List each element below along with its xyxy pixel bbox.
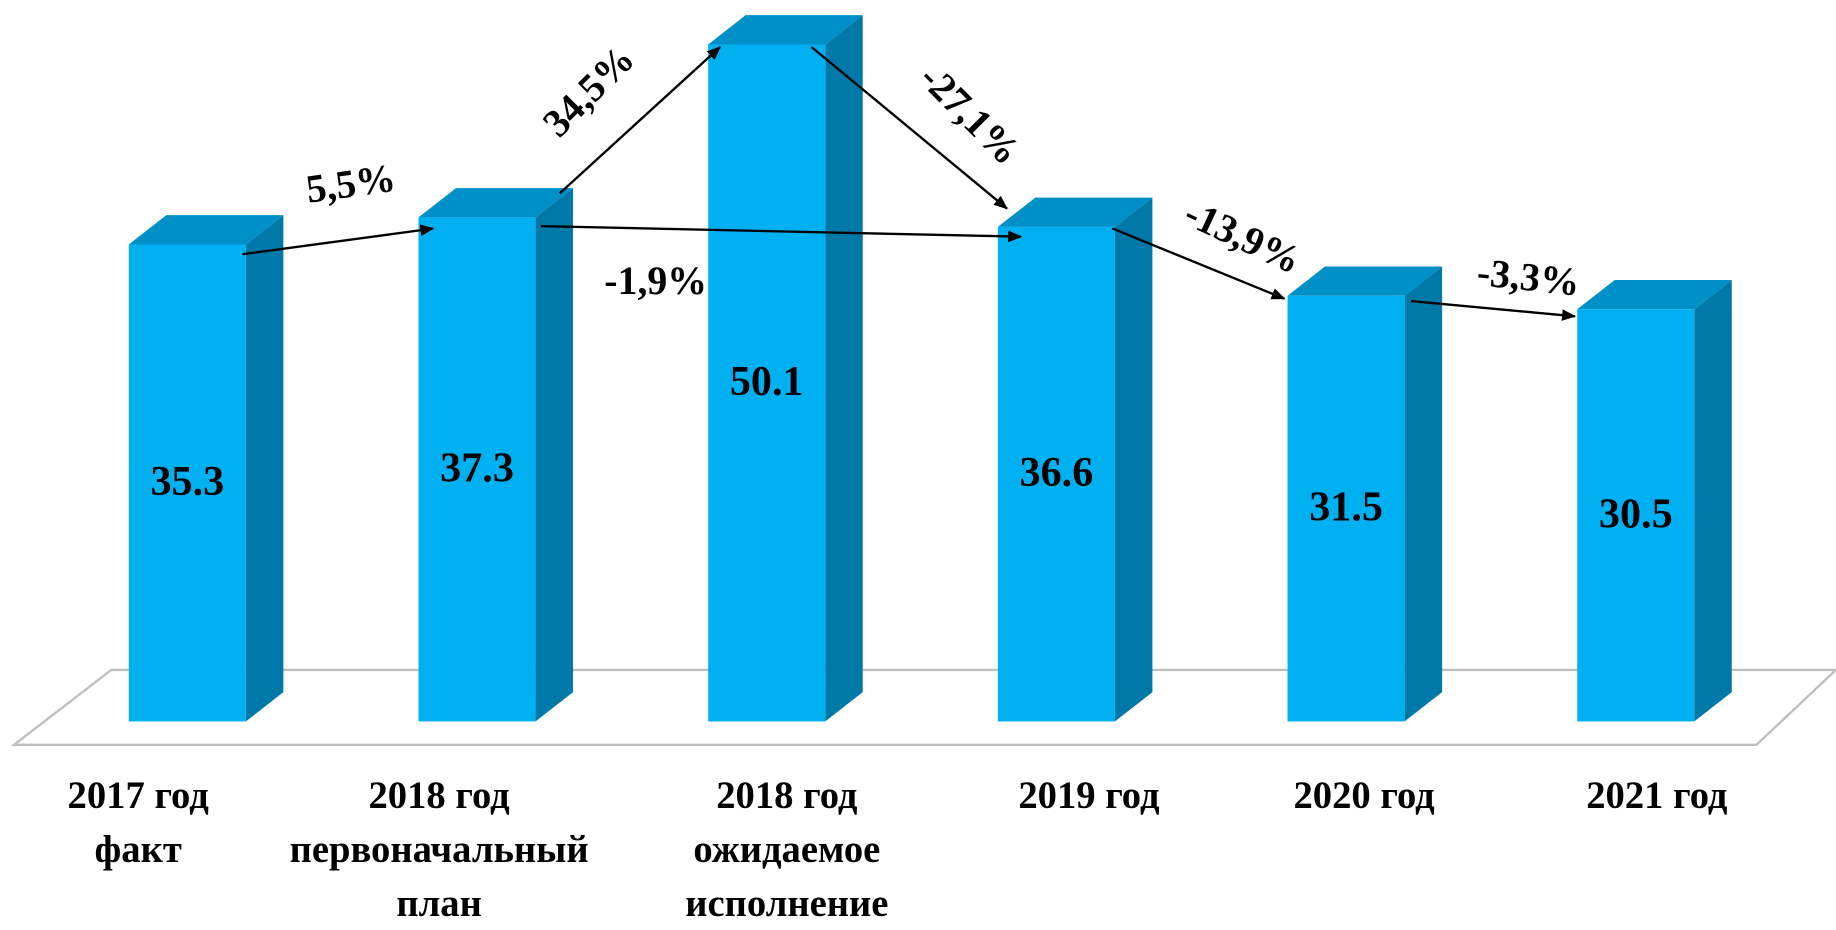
x-tick-label: 2018 год (368, 775, 510, 817)
x-tick-label: 2018 год (716, 775, 858, 817)
bar (418, 188, 574, 722)
x-tick-label: ожидаемое (693, 829, 880, 871)
x-tick-label: план (396, 883, 482, 925)
arrow (810, 46, 1008, 210)
arrow (1410, 299, 1577, 321)
bar-side (1114, 197, 1153, 722)
arrow (558, 46, 721, 195)
x-tick-label: факт (95, 829, 182, 871)
x-tick-label: исполнение (685, 883, 888, 925)
x-tick-label: 2021 год (1586, 775, 1728, 817)
bar-front (418, 217, 536, 722)
bar-side (1694, 280, 1732, 722)
bar (708, 15, 863, 722)
bar-top (1287, 266, 1443, 296)
x-tick-label: первоначальный (290, 829, 589, 871)
arrow (242, 224, 435, 256)
annotation: -27,1% (911, 56, 1029, 174)
value-label: 50.1 (730, 358, 804, 405)
bar-top (708, 15, 863, 45)
x-tick-label: 2017 год (68, 775, 210, 817)
annotation: -1,9% (604, 259, 707, 303)
bar (1287, 266, 1443, 722)
value-label: 36.6 (1020, 449, 1094, 496)
floor (10, 668, 1836, 747)
bar-front (1577, 309, 1695, 722)
annotation: 5,5% (303, 156, 398, 212)
annotation: -3,3% (1475, 250, 1582, 305)
bar (128, 215, 284, 722)
bar-front (708, 44, 826, 722)
bar-front (128, 244, 246, 722)
bar-top (997, 197, 1153, 227)
bar-side (1404, 266, 1443, 722)
bar (997, 197, 1153, 722)
bar-front (997, 226, 1115, 722)
bar-side (825, 15, 863, 722)
value-label: 37.3 (440, 444, 514, 491)
value-label: 31.5 (1309, 484, 1383, 531)
bar-top (418, 188, 574, 218)
arrow (1111, 227, 1286, 300)
x-tick-label: 2020 год (1294, 775, 1436, 817)
bar-side (535, 188, 574, 722)
bar-front (1287, 295, 1405, 722)
bar (1577, 280, 1732, 722)
value-label: 35.3 (150, 458, 224, 505)
annotation: -13,9% (1178, 191, 1308, 283)
bar-top (128, 215, 284, 245)
arrow (540, 224, 1023, 243)
bar-side (245, 215, 284, 722)
bar-top (1577, 280, 1732, 310)
annotation: 34,5% (534, 37, 643, 146)
value-label: 30.5 (1599, 490, 1673, 537)
x-tick-label: 2019 год (1018, 775, 1160, 817)
